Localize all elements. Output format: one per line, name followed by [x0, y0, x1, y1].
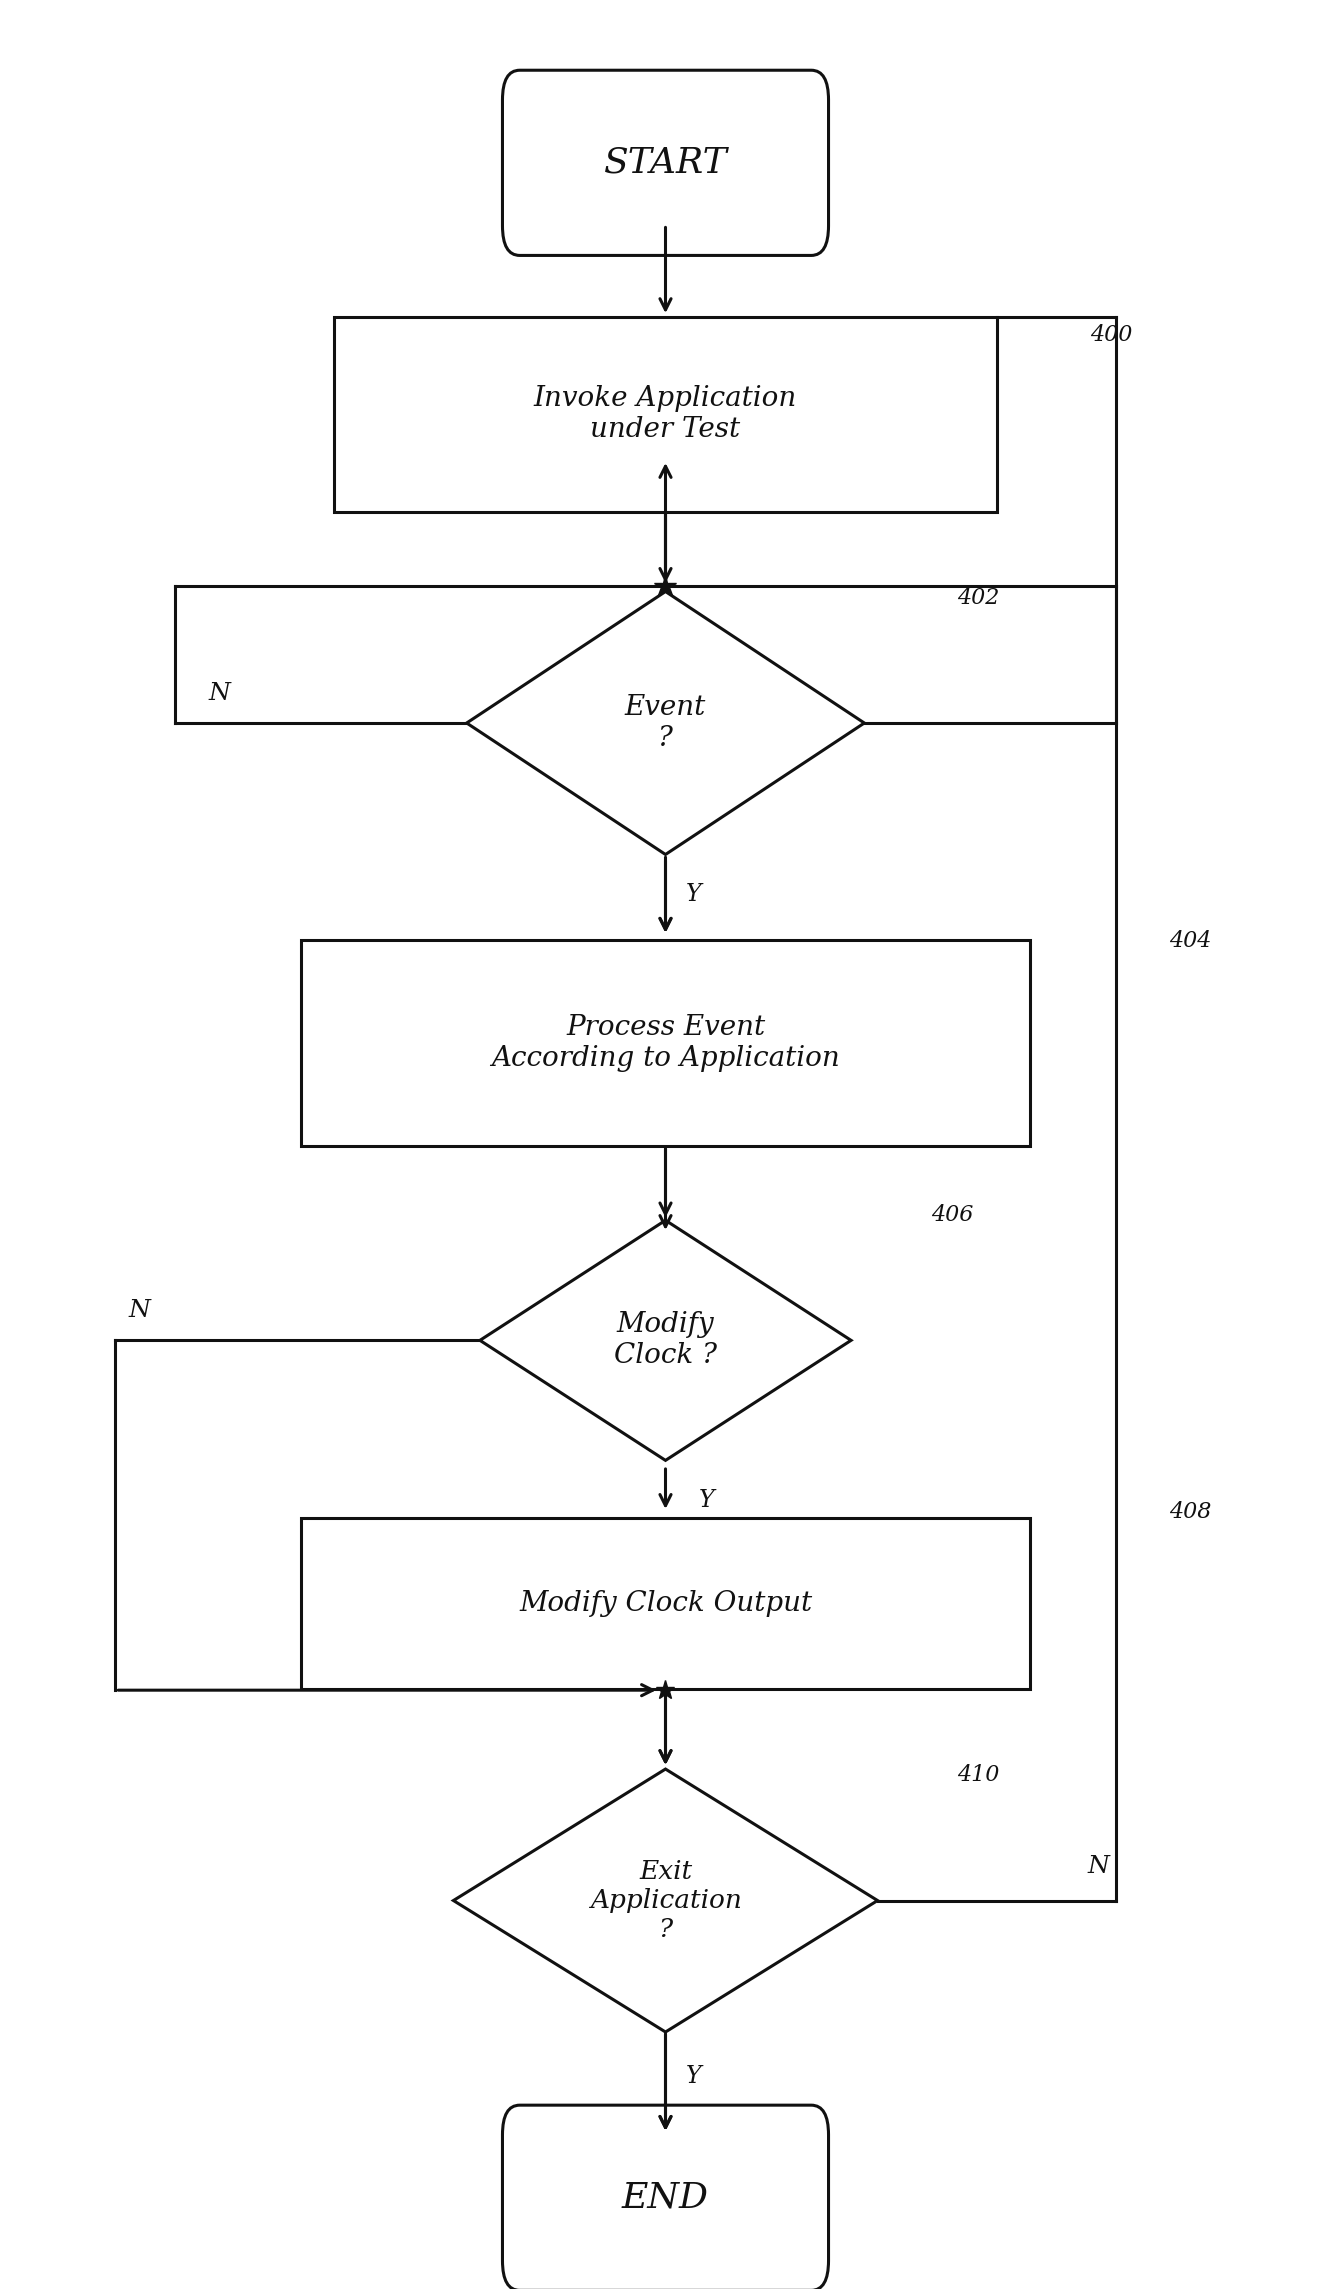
Text: N: N: [208, 681, 230, 704]
Polygon shape: [467, 591, 864, 855]
FancyBboxPatch shape: [503, 2104, 828, 2290]
Text: END: END: [622, 2180, 709, 2214]
Text: N: N: [1087, 1854, 1110, 1877]
Bar: [301, 1517, 1030, 1689]
Text: Exit
Application
?: Exit Application ?: [590, 1859, 741, 1941]
Text: 406: 406: [930, 1203, 973, 1226]
Text: 400: 400: [1090, 323, 1133, 346]
Text: START: START: [604, 147, 727, 179]
Text: N: N: [129, 1300, 150, 1322]
Text: 410: 410: [957, 1765, 1000, 1785]
Text: Y: Y: [685, 882, 701, 905]
FancyBboxPatch shape: [503, 71, 828, 254]
Text: Modify
Clock ?: Modify Clock ?: [614, 1311, 717, 1368]
Text: 408: 408: [1169, 1501, 1211, 1524]
Text: 402: 402: [957, 587, 1000, 610]
Text: Modify Clock Output: Modify Clock Output: [519, 1591, 812, 1616]
Polygon shape: [480, 1219, 851, 1460]
Polygon shape: [454, 1769, 877, 2033]
Bar: [301, 940, 1030, 1146]
Text: Invoke Application
under Test: Invoke Application under Test: [534, 385, 797, 442]
Text: 404: 404: [1169, 931, 1211, 951]
Text: Event
?: Event ?: [624, 694, 707, 752]
Text: Process Event
According to Application: Process Event According to Application: [491, 1013, 840, 1073]
Text: Y: Y: [699, 1490, 715, 1513]
Bar: [334, 316, 997, 511]
Text: Y: Y: [685, 2065, 701, 2088]
